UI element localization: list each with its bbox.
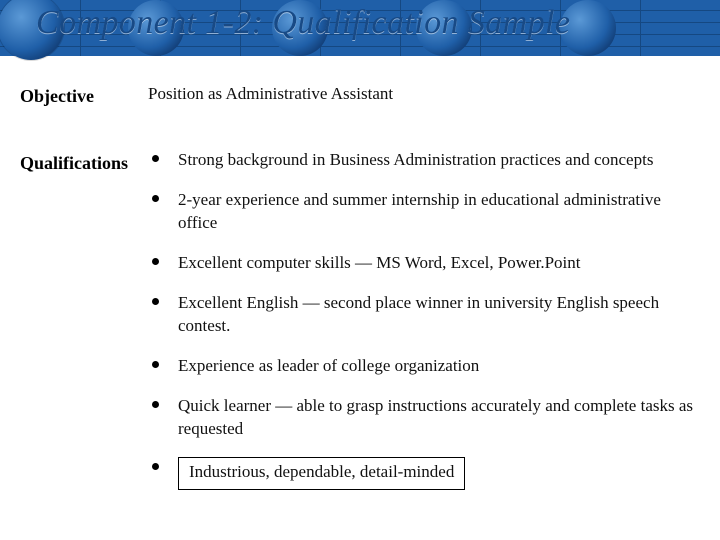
list-item: Industrious, dependable, detail-minded	[148, 457, 696, 490]
list-item: Excellent English — second place winner …	[148, 292, 696, 338]
list-item-text: Excellent English — second place winner …	[178, 293, 659, 335]
bullet-icon	[152, 463, 159, 470]
list-item: Strong background in Business Administra…	[148, 149, 696, 172]
bullet-icon	[152, 195, 159, 202]
bullet-icon	[152, 361, 159, 368]
objective-label: Objective	[20, 84, 148, 107]
list-item-text: Quick learner — able to grasp instructio…	[178, 396, 693, 438]
list-item-text-boxed: Industrious, dependable, detail-minded	[178, 457, 465, 490]
bullet-icon	[152, 258, 159, 265]
list-item: Excellent computer skills — MS Word, Exc…	[148, 252, 696, 275]
list-item: Quick learner — able to grasp instructio…	[148, 395, 696, 441]
list-item: 2-year experience and summer internship …	[148, 189, 696, 235]
list-item: Experience as leader of college organiza…	[148, 355, 696, 378]
page-title: Component 1-2: Qualification Sample	[36, 4, 714, 42]
list-item-text: Strong background in Business Administra…	[178, 150, 653, 169]
list-item-text: Excellent computer skills — MS Word, Exc…	[178, 253, 581, 272]
qualifications-row: Qualifications Strong background in Busi…	[20, 151, 696, 507]
bullet-icon	[152, 155, 159, 162]
objective-value: Position as Administrative Assistant	[148, 84, 696, 104]
list-item-text: Experience as leader of college organiza…	[178, 356, 479, 375]
bullet-icon	[152, 298, 159, 305]
bullet-icon	[152, 401, 159, 408]
list-item-text: 2-year experience and summer internship …	[178, 190, 661, 232]
title-banner: Component 1-2: Qualification Sample	[0, 0, 720, 56]
objective-row: Objective Position as Administrative Ass…	[20, 84, 696, 107]
content-area: Objective Position as Administrative Ass…	[0, 56, 720, 507]
qualifications-label: Qualifications	[20, 151, 148, 174]
qualifications-list: Strong background in Business Administra…	[148, 149, 696, 490]
